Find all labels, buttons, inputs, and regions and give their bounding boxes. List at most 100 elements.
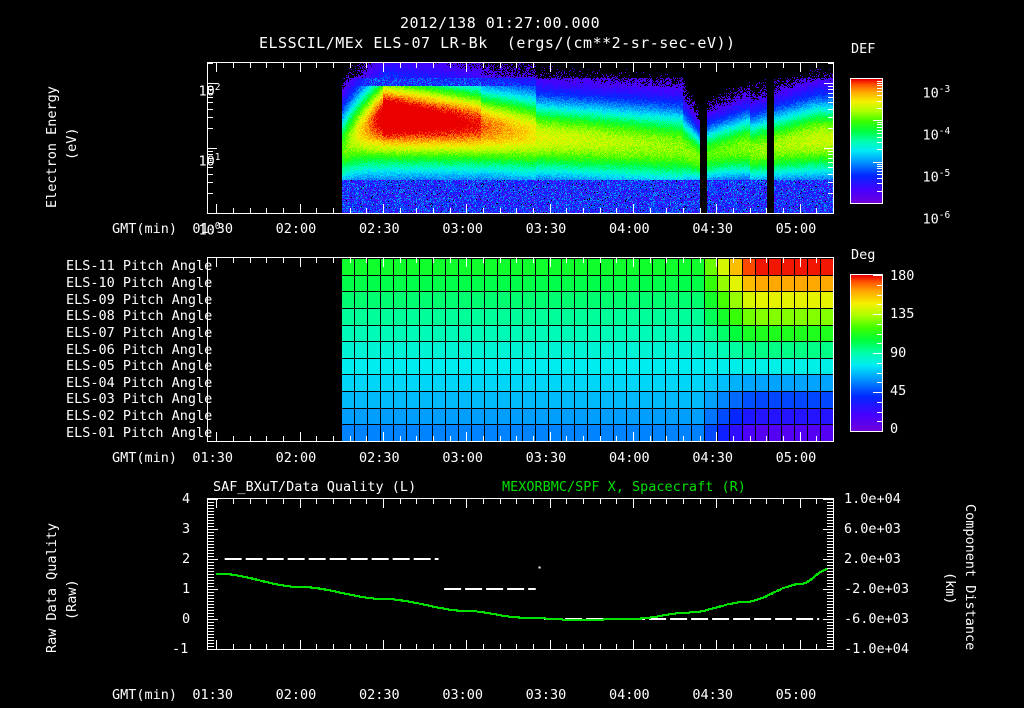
line-plot-xtick (383, 499, 384, 508)
line-plot-xtick-label: 02:30 (359, 687, 400, 703)
line-plot-ytick-left (208, 577, 214, 578)
line-plot-ytick-right (823, 529, 833, 530)
line-plot-ytick-left (208, 580, 214, 581)
line-plot-xtick-label: 04:30 (692, 687, 733, 703)
pitch-angle-xtick (766, 436, 767, 441)
spectrogram-xtick (633, 63, 634, 72)
pitch-angle-xtick (816, 258, 817, 263)
pitch-angle-row-label: ELS-04 Pitch Angle (66, 374, 213, 391)
pitch-angle-xtick (650, 258, 651, 263)
def-colorbar-label-1e-5: 10-5 (922, 168, 951, 186)
def-colorbar-tick (877, 127, 883, 128)
spectrogram-xtick (800, 204, 801, 213)
spectrogram-ytick (828, 97, 833, 98)
deg-colorbar-tick (877, 382, 883, 383)
def-colorbar-label-1e-3: 10-3 (922, 84, 951, 102)
pitch-angle-xtick (483, 436, 484, 441)
line-plot-xtick (233, 499, 234, 504)
spectrogram-xtick (666, 208, 667, 213)
def-colorbar-tick (877, 183, 883, 184)
spectrogram-xtick (700, 208, 701, 213)
spectrogram-ytick (208, 193, 213, 194)
pitch-angle-xtick (516, 258, 517, 263)
pitch-angle-xtick (666, 436, 667, 441)
def-colorbar-tick (877, 142, 883, 143)
line-plot-ytick-right (827, 526, 833, 527)
deg-colorbar-label-180: 180 (890, 268, 915, 284)
line-plot-ytick-label-right: -6.0e+03 (844, 611, 910, 627)
spectrogram-ytick-1e2: 102 (198, 82, 221, 100)
def-colorbar-tick (877, 174, 883, 175)
def-colorbar-tick (877, 149, 883, 150)
pitch-angle-xtick-label: 03:00 (442, 450, 483, 466)
line-plot-ytick-left (208, 586, 214, 587)
pitch-angle-row-label: ELS-07 Pitch Angle (66, 324, 213, 341)
pitch-angle-xtick (716, 432, 717, 441)
line-plot-xtick-label: 02:00 (275, 687, 317, 703)
line-plot-ytick-left (208, 646, 214, 647)
pitch-angle-xtick (783, 258, 784, 263)
spectrogram-xtick (700, 63, 701, 68)
line-plot-xtick (700, 644, 701, 649)
line-plot-xtick (416, 499, 417, 504)
line-plot-xtick (833, 644, 834, 649)
spectrogram-ytick (208, 174, 213, 175)
def-colorbar-tick (877, 85, 883, 86)
line-plot-ytick-right (827, 604, 833, 605)
pitch-angle-xtick (633, 258, 634, 267)
deg-colorbar-tick (877, 402, 883, 403)
def-colorbar-tick (877, 81, 883, 82)
spectrogram-xtick (516, 63, 517, 68)
pitch-angle-xtick (716, 258, 717, 267)
spectrogram-xtick (366, 208, 367, 213)
def-colorbar-tick (877, 164, 883, 165)
pitch-angle-xtick (616, 258, 617, 263)
line-plot-xtick (616, 499, 617, 504)
spectrogram-xtick (483, 208, 484, 213)
line-plot-ytick-right (827, 532, 833, 533)
deg-colorbar-label-135: 135 (890, 306, 915, 322)
line-plot-xtick (466, 499, 467, 508)
line-plot-xtick (433, 644, 434, 649)
line-plot-ytick-right (823, 499, 833, 500)
pitch-angle-xtick (783, 436, 784, 441)
spectrogram-xtick (816, 63, 817, 68)
spectrogram-ytick (208, 148, 217, 149)
line-plot-ytick-left (208, 598, 214, 599)
deg-colorbar-tick (877, 343, 883, 344)
line-plot-ytick-right (827, 628, 833, 629)
pitch-angle-xtick (316, 436, 317, 441)
line-plot-ytick-right (827, 622, 833, 623)
pitch-angle-xtick (583, 258, 584, 263)
line-plot-xtick (533, 499, 534, 504)
spectrogram-xtick (583, 63, 584, 68)
line-plot-ytick-left (208, 595, 214, 596)
line-plot-ytick-right (827, 571, 833, 572)
line-plot-ytick-label-right: 1.0e+04 (844, 491, 901, 507)
spectrogram-xtick (766, 63, 767, 68)
line-plot-xtick (250, 499, 251, 504)
line-plot-xtick-label: 05:00 (775, 687, 817, 703)
line-plot-ytick-right (827, 553, 833, 554)
spectrogram-xtick (400, 208, 401, 213)
line-plot-xtick (300, 640, 301, 649)
spectrogram-xtick-label: 04:00 (609, 221, 650, 237)
line-plot-xtick (650, 499, 651, 504)
pitch-angle-xtick (350, 258, 351, 263)
spectrogram-xtick (433, 208, 434, 213)
spectrogram-xtick-label: 04:30 (692, 221, 733, 237)
line-plot-xtick (450, 644, 451, 649)
line-plot-xtick (550, 499, 551, 508)
spectrogram-panel (207, 62, 834, 214)
def-colorbar-tick (877, 108, 883, 109)
line-plot-ytick-right (827, 541, 833, 542)
def-colorbar (850, 78, 883, 204)
pitch-angle-xtick (266, 258, 267, 263)
pitch-angle-row-label: ELS-02 Pitch Angle (66, 408, 213, 425)
spectrogram-xtick (683, 63, 684, 68)
line-plot-xtick (816, 499, 817, 504)
spectrogram-xtick (733, 208, 734, 213)
line-plot-ytick-right (827, 550, 833, 551)
line-plot-panel (207, 498, 834, 650)
def-colorbar-tick (877, 95, 883, 96)
